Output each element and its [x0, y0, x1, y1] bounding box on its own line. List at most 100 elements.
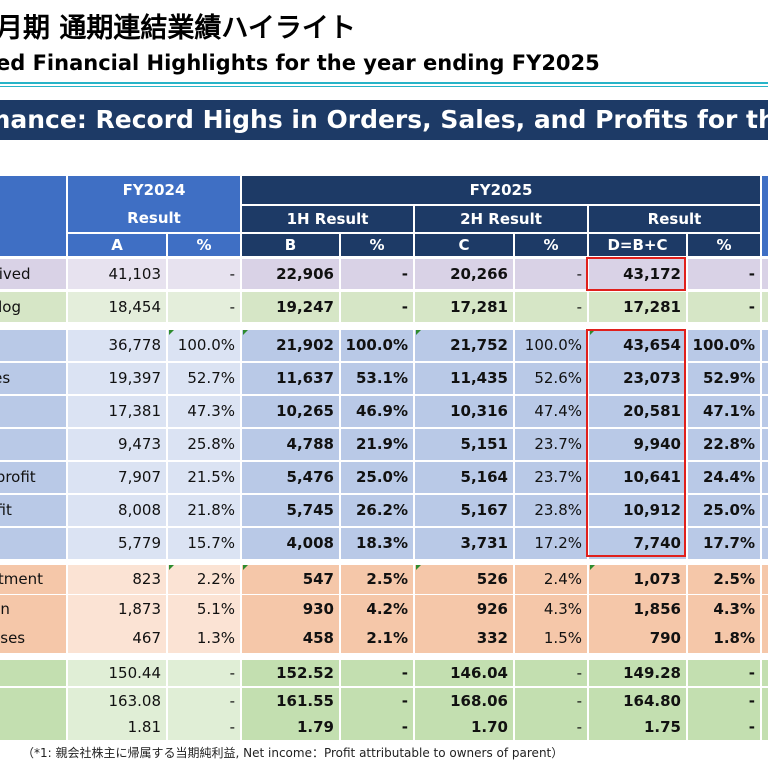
table-cell-d: 23,073	[589, 363, 686, 394]
table-cell-cp: -	[515, 688, 587, 714]
table-cell-ap: 100.0%	[168, 330, 240, 361]
header-col-a-pct: %	[168, 234, 240, 256]
table-cell-cp: 1.5%	[515, 624, 587, 653]
table-cell-c: 21,752	[415, 330, 513, 361]
table-cell-a: 467	[68, 624, 166, 653]
header-fy2024-result: Result	[68, 204, 240, 232]
table-cell-ap: 47.3%	[168, 396, 240, 427]
table-cell-b: 930	[242, 595, 339, 624]
table-cell-bp: 2.5%	[341, 565, 413, 594]
table-cell-ext	[762, 363, 768, 394]
table-cell-c: 10,316	[415, 396, 513, 427]
table-cell-cp: 4.3%	[515, 595, 587, 624]
header-col-c: C	[415, 234, 513, 256]
comment-marker-icon	[243, 330, 248, 335]
row-label: ofit	[0, 396, 66, 427]
table-cell-dp: 17.7%	[688, 528, 760, 559]
header-col-a: A	[68, 234, 166, 256]
table-cell-d: 7,740	[589, 528, 686, 559]
footnote: （*1: 親会社株主に帰属する当期純利益, Net income：Profit …	[22, 746, 564, 760]
table-cell-b: 19,247	[242, 292, 339, 322]
highlight-orders-box	[586, 257, 686, 291]
table-cell-bp: 2.1%	[341, 624, 413, 653]
table-cell-c: 168.06	[415, 688, 513, 714]
table-cell-b: 1.79	[242, 714, 339, 740]
row-label: vestment	[0, 565, 66, 594]
table-cell-c: 526	[415, 565, 513, 594]
comment-marker-icon	[169, 330, 174, 335]
row-label: NR	[0, 714, 66, 740]
table-cell-bp: -	[341, 259, 413, 289]
table-cell-dp: -	[688, 259, 760, 289]
row-label: acklog	[0, 292, 66, 322]
table-cell-ap: -	[168, 714, 240, 740]
table-cell-a: 9,473	[68, 429, 166, 460]
section-banner: rmance: Record Highs in Orders, Sales, a…	[0, 100, 768, 140]
table-cell-d: 1,073	[589, 565, 686, 594]
table-cell-a: 1.81	[68, 714, 166, 740]
table-cell-b: 5,476	[242, 462, 339, 493]
row-label	[0, 429, 66, 460]
table-cell-dp: 47.1%	[688, 396, 760, 427]
table-cell-d: 17,281	[589, 292, 686, 322]
table-cell-dp: 25.0%	[688, 495, 760, 526]
table-cell-dp: 100.0%	[688, 330, 760, 361]
row-label: sales	[0, 363, 66, 394]
title-en: ed Financial Highlights for the year end…	[0, 51, 600, 75]
header-col-d-pct: %	[688, 234, 760, 256]
table-cell-dp: -	[688, 292, 760, 322]
comment-marker-icon	[590, 565, 595, 570]
table-cell-cp: 17.2%	[515, 528, 587, 559]
table-cell-dp: -	[688, 688, 760, 714]
table-cell-a: 163.08	[68, 688, 166, 714]
table-cell-dp: 4.3%	[688, 595, 760, 624]
table-cell-bp: 46.9%	[341, 396, 413, 427]
table-cell-cp: 2.4%	[515, 565, 587, 594]
table-cell-ext	[762, 565, 768, 594]
row-label: ation	[0, 595, 66, 624]
table-cell-a: 36,778	[68, 330, 166, 361]
table-cell-b: 11,637	[242, 363, 339, 394]
table-cell-b: 458	[242, 624, 339, 653]
table-cell-ext	[762, 429, 768, 460]
header-corner	[0, 176, 66, 256]
table-cell-cp: 52.6%	[515, 363, 587, 394]
table-cell-ap: -	[168, 660, 240, 686]
table-cell-b: 22,906	[242, 259, 339, 289]
table-cell-ap: -	[168, 259, 240, 289]
table-cell-a: 8,008	[68, 495, 166, 526]
table-cell-b: 10,265	[242, 396, 339, 427]
header-fy2025: FY2025	[242, 176, 760, 204]
table-cell-c: 20,266	[415, 259, 513, 289]
table-cell-d: 149.28	[589, 660, 686, 686]
comment-marker-icon	[416, 565, 421, 570]
table-cell-c: 11,435	[415, 363, 513, 394]
table-cell-d: 10,641	[589, 462, 686, 493]
table-cell-c: 5,151	[415, 429, 513, 460]
header-fy2024: FY2024	[68, 176, 240, 204]
table-cell-d: 164.80	[589, 688, 686, 714]
table-cell-bp: 100.0%	[341, 330, 413, 361]
table-cell-bp: 21.9%	[341, 429, 413, 460]
comment-marker-icon	[169, 565, 174, 570]
row-label: me	[0, 528, 66, 559]
header-fy2025-result: Result	[589, 206, 760, 232]
header-col-b: B	[242, 234, 339, 256]
table-cell-dp: 1.8%	[688, 624, 760, 653]
table-cell-ap: 21.8%	[168, 495, 240, 526]
table-cell-cp: 47.4%	[515, 396, 587, 427]
table-cell-d: 10,912	[589, 495, 686, 526]
table-cell-ext	[762, 714, 768, 740]
table-cell-ap: -	[168, 292, 240, 322]
header-col-c-pct: %	[515, 234, 587, 256]
table-cell-dp: 24.4%	[688, 462, 760, 493]
table-cell-cp: 23.7%	[515, 429, 587, 460]
row-label: eceived	[0, 259, 66, 289]
table-cell-c: 1.70	[415, 714, 513, 740]
table-cell-dp: -	[688, 714, 760, 740]
row-label: ng profit	[0, 462, 66, 493]
table-cell-a: 5,779	[68, 528, 166, 559]
table-cell-ap: 25.8%	[168, 429, 240, 460]
table-cell-bp: 26.2%	[341, 495, 413, 526]
table-cell-c: 17,281	[415, 292, 513, 322]
